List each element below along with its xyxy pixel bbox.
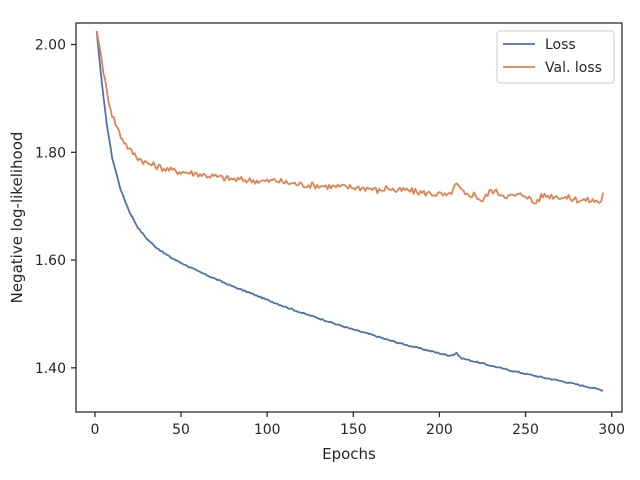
series-line-loss [95, 30, 604, 392]
x-tick-label: 50 [172, 422, 190, 438]
ticks-layer: 0 50 100 150 200 250 300 1.40 1.60 1.80 2.00 [35, 38, 625, 438]
x-tick-label: 250 [512, 422, 539, 438]
plot-frame [75, 22, 623, 413]
x-tick-label: 150 [340, 422, 367, 438]
legend-label-loss: Loss [545, 37, 576, 53]
legend-label-val-loss: Val. loss [545, 60, 602, 76]
x-axis-label: Epochs [322, 445, 376, 463]
series-layer [95, 30, 604, 392]
y-tick-label: 1.40 [35, 361, 66, 377]
y-tick-label: 1.60 [35, 253, 66, 269]
x-tick-label: 300 [598, 422, 625, 438]
series-line-val-loss [95, 30, 604, 205]
x-tick-label: 200 [426, 422, 453, 438]
x-tick-label: 100 [254, 422, 281, 438]
x-tick-label: 0 [90, 422, 99, 438]
legend: Loss Val. loss [496, 30, 615, 84]
y-axis-label: Negative log-likelihood [8, 132, 26, 304]
y-tick-label: 2.00 [35, 38, 66, 54]
y-tick-label: 1.80 [35, 145, 66, 161]
